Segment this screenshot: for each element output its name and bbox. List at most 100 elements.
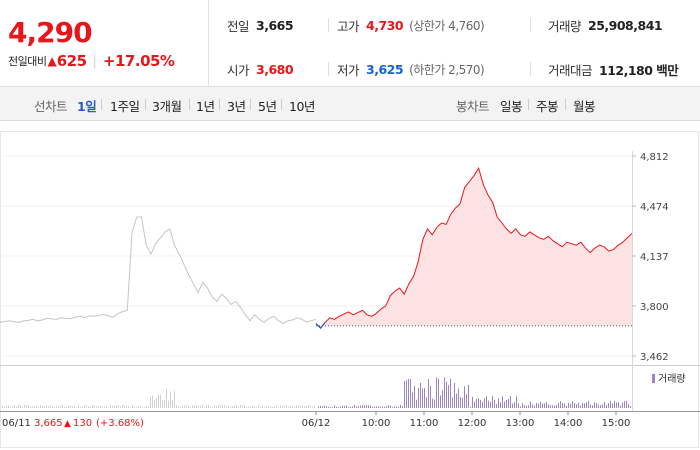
volume-bar-prev — [30, 406, 31, 408]
period-tab-3y[interactable]: 3년 — [227, 99, 246, 114]
divider — [145, 99, 146, 110]
divider — [101, 99, 102, 110]
volume-bar-prev — [230, 406, 231, 408]
volume-bar-today — [408, 378, 409, 408]
volume-bar-today — [488, 400, 489, 408]
current-price: 4,290 — [8, 16, 93, 49]
volume-bar-prev — [156, 397, 157, 408]
prev-close-stat: 전일 3,665 — [227, 16, 294, 35]
divider — [250, 99, 251, 110]
volume-bar-prev — [136, 407, 137, 408]
volume-bar-prev — [130, 406, 131, 408]
divider — [565, 99, 566, 110]
volume-bar-today — [532, 404, 533, 408]
volume-bar-prev — [8, 405, 9, 408]
volume-bar-prev — [250, 406, 251, 408]
volume-bar-today — [328, 406, 329, 408]
divider — [528, 99, 529, 110]
volume-bar-prev — [12, 405, 13, 408]
period-tab-5y[interactable]: 5년 — [258, 99, 277, 114]
volume-bar-today — [426, 397, 427, 408]
volume-bar-today — [466, 394, 467, 408]
volume-bar-today — [436, 377, 437, 408]
volume-bar-prev — [292, 405, 293, 408]
volume-bar-today — [614, 400, 615, 408]
volume-bar-prev — [180, 406, 181, 408]
volume-bar-prev — [36, 405, 37, 408]
period-tab-1y[interactable]: 1년 — [196, 99, 215, 114]
volume-bar-today — [596, 403, 597, 408]
volume-bar-prev — [164, 399, 165, 408]
volume-bar-prev — [88, 406, 89, 408]
volume-bar-prev — [170, 391, 171, 408]
volume-bar-prev — [76, 406, 77, 408]
volume-bar-prev — [98, 406, 99, 408]
volume-bar-today — [610, 400, 611, 408]
open-value: 3,680 — [256, 62, 294, 77]
candle-tab-daily[interactable]: 일봉 — [500, 99, 523, 114]
volume-bar-prev — [206, 404, 207, 408]
volume-bar-prev — [96, 406, 97, 408]
volume-bar-prev — [24, 404, 25, 408]
volume-bar-today — [604, 401, 605, 408]
volume-bar-prev — [286, 404, 287, 408]
volume-bar-today — [370, 405, 371, 408]
volume-bar-today — [580, 405, 581, 408]
volume-bar-today — [564, 403, 565, 408]
volume-bar-today — [464, 386, 465, 408]
volume-bar-today — [490, 401, 491, 408]
volume-bar-prev — [146, 405, 147, 408]
volume-bar-prev — [268, 405, 269, 408]
volume-bar-today — [458, 388, 459, 408]
high-value: 4,730 — [366, 18, 404, 33]
divider — [219, 99, 220, 110]
volume-bar-today — [606, 405, 607, 408]
volume-bar-prev — [192, 405, 193, 408]
price-chart: 4,812 4,474 4,137 3,800 3,462 거래량 06/12 10:00 11… — [0, 121, 700, 450]
volume-bar-today — [608, 403, 609, 408]
volume-bar-prev — [208, 404, 209, 408]
volume-bar-today — [630, 405, 631, 408]
volume-bar-prev — [298, 405, 299, 408]
volume-bar-today — [364, 405, 365, 408]
period-tab-1w[interactable]: 1주일 — [110, 99, 140, 114]
period-tab-3m[interactable]: 3개월 — [152, 99, 182, 114]
volume-bar-today — [434, 399, 435, 408]
volume-bar-today — [574, 402, 575, 408]
open-label: 시가 — [227, 63, 250, 78]
volume-bar-prev — [276, 405, 277, 408]
volume-bar-prev — [118, 405, 119, 408]
volume-bar-prev — [158, 394, 159, 408]
open-dip-segment — [315, 321, 326, 329]
volume-bar-prev — [128, 406, 129, 408]
line-chart-label: 선차트 — [34, 99, 68, 114]
volume-bar-prev — [44, 405, 45, 408]
today-area-fill — [316, 168, 632, 329]
volume-bar-prev — [50, 404, 51, 408]
volume-bar-prev — [60, 405, 61, 408]
volume-bar-prev — [78, 404, 79, 408]
volume-bar-prev — [166, 389, 167, 408]
period-tab-10y[interactable]: 10년 — [289, 99, 315, 114]
lower-limit: (하한가 2,570) — [409, 63, 485, 77]
volume-bar-today — [454, 383, 455, 408]
volume-bar-prev — [218, 404, 219, 408]
volume-bar-prev — [266, 405, 267, 408]
volume-bar-today — [334, 405, 335, 408]
volume-bar-today — [626, 400, 627, 408]
volume-bar-today — [552, 405, 553, 408]
volume-bar-today — [516, 396, 517, 408]
candle-tab-monthly[interactable]: 월봉 — [573, 99, 596, 114]
period-tab-1d[interactable]: 1일 — [77, 99, 97, 114]
volume-bar-prev — [64, 406, 65, 408]
x-tick-label: 13:00 — [506, 418, 535, 429]
x-tick-label: 15:00 — [602, 418, 631, 429]
volume-bar-today — [486, 396, 487, 408]
x-tick-label: 12:00 — [458, 418, 487, 429]
volume-bar-today — [534, 405, 535, 408]
volume-bar-today — [386, 406, 387, 408]
volume-bar-prev — [40, 405, 41, 408]
volume-bar-prev — [120, 406, 121, 408]
volume-bar-prev — [100, 405, 101, 408]
candle-tab-weekly[interactable]: 주봉 — [536, 99, 559, 114]
